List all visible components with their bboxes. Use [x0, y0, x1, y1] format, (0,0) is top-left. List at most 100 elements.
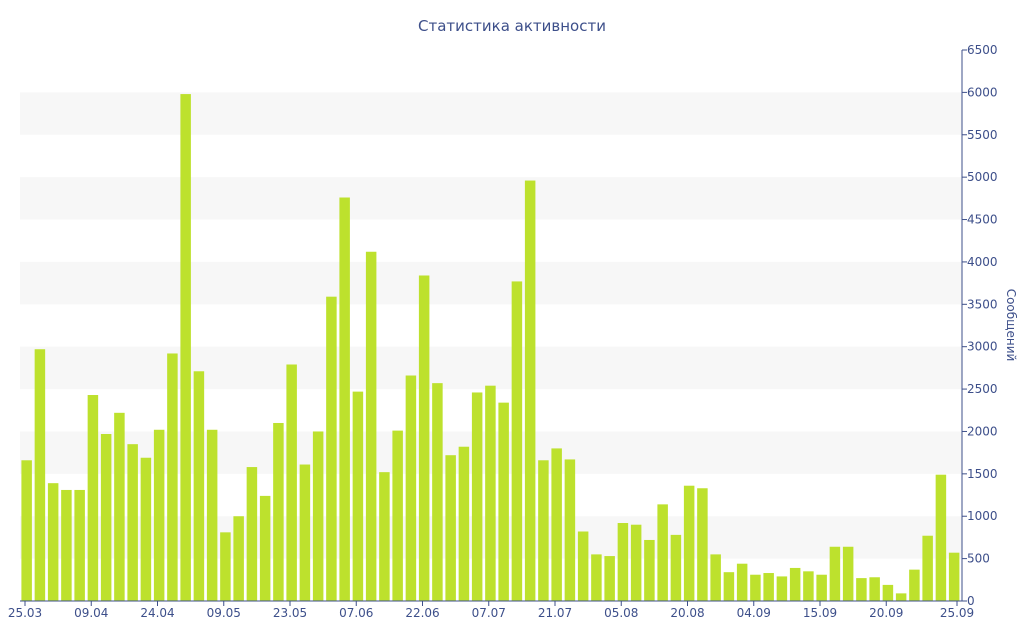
bar[interactable]	[617, 523, 629, 601]
bar[interactable]	[21, 460, 32, 601]
bar[interactable]	[140, 457, 152, 601]
bar[interactable]	[869, 577, 880, 601]
chart-title: Статистика активности	[418, 17, 606, 35]
y-axis-label: Сообщений	[1004, 289, 1018, 362]
bar[interactable]	[127, 444, 138, 601]
bar[interactable]	[233, 516, 244, 601]
bar[interactable]	[74, 489, 85, 601]
bar[interactable]	[829, 546, 841, 601]
x-tick-label: 15.09	[803, 606, 837, 620]
bars-group	[21, 94, 960, 601]
bar[interactable]	[458, 446, 470, 601]
bar[interactable]	[445, 455, 456, 601]
bar[interactable]	[326, 296, 337, 601]
bar[interactable]	[352, 391, 364, 601]
bar[interactable]	[551, 448, 562, 601]
bar[interactable]	[644, 539, 655, 601]
bar[interactable]	[909, 569, 920, 601]
y-tick-label: 6000	[967, 85, 998, 99]
bar[interactable]	[697, 488, 708, 601]
bar[interactable]	[723, 572, 735, 601]
bar[interactable]	[591, 554, 602, 601]
grid-bands	[20, 92, 962, 559]
x-tick-label: 24.04	[140, 606, 174, 620]
bar[interactable]	[485, 385, 496, 601]
bar[interactable]	[538, 460, 549, 601]
bar[interactable]	[365, 251, 377, 601]
bar[interactable]	[564, 459, 576, 601]
bar[interactable]	[273, 422, 284, 601]
bar[interactable]	[47, 483, 59, 601]
bar[interactable]	[657, 504, 668, 601]
bar[interactable]	[312, 431, 324, 601]
bar[interactable]	[816, 574, 827, 601]
bar[interactable]	[511, 281, 523, 601]
bar[interactable]	[392, 430, 403, 601]
bar[interactable]	[180, 94, 191, 601]
bar[interactable]	[683, 485, 695, 601]
bar[interactable]	[670, 534, 682, 601]
bar[interactable]	[220, 532, 231, 601]
bar[interactable]	[100, 434, 112, 601]
bar[interactable]	[750, 574, 761, 601]
x-tick-label: 22.06	[405, 606, 439, 620]
bar[interactable]	[789, 567, 801, 601]
y-tick-label: 5000	[967, 170, 998, 184]
bar[interactable]	[286, 364, 297, 601]
bar[interactable]	[736, 563, 748, 601]
bar[interactable]	[206, 429, 218, 601]
bar[interactable]	[61, 489, 72, 601]
bar[interactable]	[339, 197, 350, 601]
bar[interactable]	[763, 573, 774, 601]
x-tick-label: 23.05	[273, 606, 307, 620]
bar[interactable]	[418, 275, 430, 601]
bar[interactable]	[776, 576, 788, 601]
bar[interactable]	[405, 375, 417, 601]
bar[interactable]	[604, 556, 615, 601]
y-axis: 0 500 1000 1500 2000 2500 3000 3500 4000 4500 5000…	[961, 43, 998, 608]
bar[interactable]	[167, 353, 178, 601]
x-tick-label: 20.09	[869, 606, 903, 620]
bar[interactable]	[471, 392, 483, 601]
bar[interactable]	[498, 402, 509, 601]
bar[interactable]	[577, 531, 589, 601]
bar[interactable]	[630, 524, 642, 601]
bar[interactable]	[710, 554, 721, 601]
x-tick-label: 05.08	[604, 606, 638, 620]
y-tick-label: 2500	[967, 382, 998, 396]
bar[interactable]	[803, 571, 814, 601]
y-tick-label: 3500	[967, 297, 998, 311]
x-tick-label: 04.09	[737, 606, 771, 620]
bar[interactable]	[895, 593, 907, 601]
x-axis: 25.03 09.04 24.04 09.05 23.05 07.06 22.06 07.07…	[8, 600, 974, 620]
bar[interactable]	[856, 578, 867, 601]
grid-band	[20, 261, 962, 305]
bar[interactable]	[193, 371, 205, 601]
bar[interactable]	[922, 535, 933, 601]
x-tick-label: 07.06	[339, 606, 373, 620]
bar[interactable]	[882, 584, 894, 601]
y-tick-label: 5500	[967, 128, 998, 142]
bar[interactable]	[246, 467, 258, 601]
bar[interactable]	[34, 349, 46, 601]
bar[interactable]	[299, 464, 311, 601]
bar[interactable]	[87, 395, 99, 601]
bar[interactable]	[948, 552, 960, 601]
x-tick-label: 07.07	[472, 606, 506, 620]
bar[interactable]	[842, 546, 854, 601]
y-tick-label: 0	[967, 594, 975, 608]
bar[interactable]	[524, 180, 536, 601]
bar[interactable]	[432, 383, 443, 601]
grid-band	[20, 92, 962, 135]
y-tick-label: 500	[967, 552, 990, 566]
bar[interactable]	[153, 429, 165, 601]
bar[interactable]	[935, 474, 947, 601]
y-tick-label: 4000	[967, 255, 998, 269]
bar[interactable]	[259, 495, 271, 601]
x-tick-label: 09.05	[207, 606, 241, 620]
bar[interactable]	[379, 472, 390, 601]
x-tick-label: 25.09	[940, 606, 974, 620]
bar[interactable]	[114, 412, 125, 601]
